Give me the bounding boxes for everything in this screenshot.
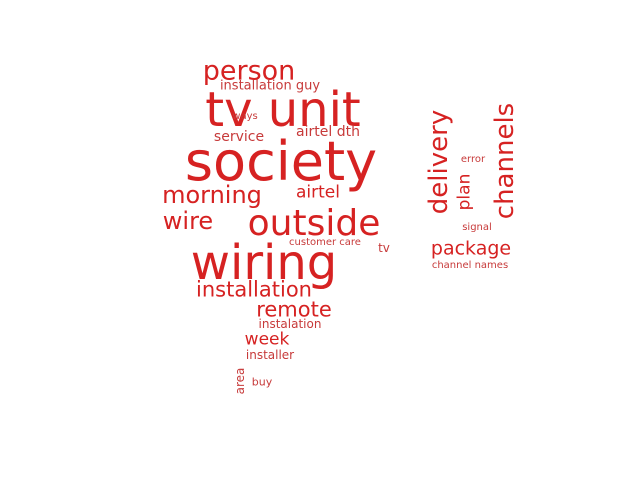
word-area: area [233, 367, 247, 395]
word-buy: buy [251, 375, 273, 389]
word-installation: installation [196, 277, 312, 302]
word-error: error [460, 154, 486, 165]
word-airtel-dth: airtel dth [296, 124, 360, 140]
word-service: service [213, 129, 265, 145]
word-delivery: delivery [424, 109, 454, 215]
word-person: person [202, 55, 296, 87]
word-plan: plan [454, 173, 475, 211]
word-installer: installer [245, 348, 295, 362]
word-package: package [430, 237, 512, 260]
word-outside: outside [247, 203, 381, 244]
word-instalation: instalation [258, 317, 322, 331]
word-customer-care: customer care [289, 237, 361, 248]
word-ways: ways [232, 111, 258, 122]
word-installation-guy: installation guy [219, 78, 321, 94]
word-morning: morning [162, 181, 262, 209]
word-wire: wire [162, 207, 214, 235]
word-society: society [184, 130, 378, 193]
word-tv-unit: tv unit [205, 82, 361, 138]
word-week: week [244, 329, 290, 350]
word-remote: remote [256, 297, 332, 322]
word-channels: channels [490, 102, 520, 220]
word-signal: signal [462, 222, 492, 233]
word-channel-names: channel names [431, 260, 509, 271]
word-airtel: airtel [296, 182, 340, 203]
word-tv: tv [378, 241, 390, 255]
word-wiring: wiring [190, 235, 338, 291]
